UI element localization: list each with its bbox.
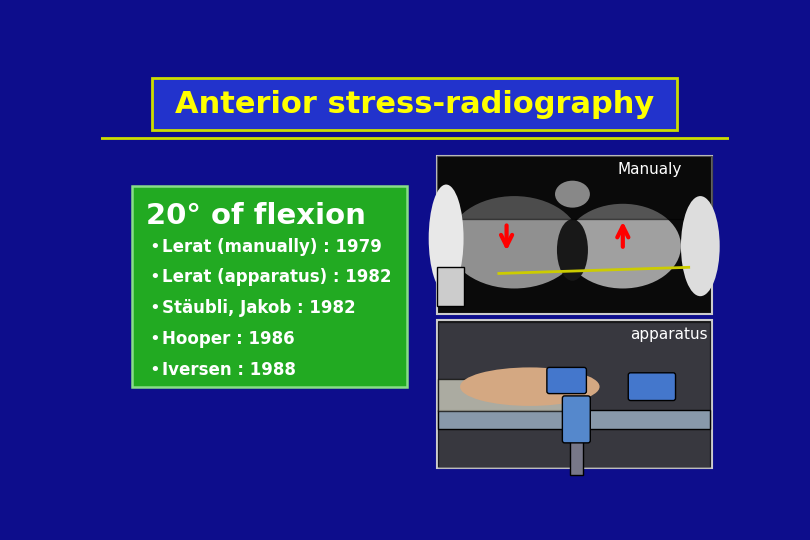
FancyBboxPatch shape (547, 367, 586, 394)
FancyBboxPatch shape (438, 322, 710, 467)
Ellipse shape (460, 367, 599, 406)
Text: •: • (149, 268, 160, 286)
FancyBboxPatch shape (437, 156, 712, 219)
FancyBboxPatch shape (562, 396, 590, 443)
Text: 20° of flexion: 20° of flexion (146, 202, 366, 230)
Text: Hooper : 1986: Hooper : 1986 (162, 330, 294, 348)
Ellipse shape (449, 196, 580, 288)
Text: Stäubli, Jakob : 1982: Stäubli, Jakob : 1982 (162, 299, 356, 317)
Text: •: • (149, 299, 160, 317)
Text: •: • (149, 361, 160, 379)
Ellipse shape (681, 196, 720, 296)
FancyBboxPatch shape (438, 410, 710, 429)
Text: Iversen : 1988: Iversen : 1988 (162, 361, 296, 379)
Text: apparatus: apparatus (630, 327, 708, 342)
Text: Lerat (apparatus) : 1982: Lerat (apparatus) : 1982 (162, 268, 391, 286)
Text: Anterior stress-radiography: Anterior stress-radiography (175, 90, 654, 119)
FancyBboxPatch shape (437, 156, 712, 314)
Ellipse shape (428, 185, 463, 292)
Text: •: • (149, 330, 160, 348)
Ellipse shape (557, 219, 588, 281)
FancyBboxPatch shape (629, 373, 676, 401)
Text: •: • (149, 238, 160, 255)
FancyBboxPatch shape (151, 78, 677, 130)
FancyBboxPatch shape (570, 437, 582, 475)
FancyBboxPatch shape (438, 379, 576, 411)
FancyBboxPatch shape (437, 267, 464, 306)
FancyBboxPatch shape (437, 320, 712, 468)
Text: Manualy: Manualy (618, 162, 682, 177)
Ellipse shape (565, 204, 681, 288)
Ellipse shape (555, 181, 590, 208)
Text: Lerat (manually) : 1979: Lerat (manually) : 1979 (162, 238, 382, 255)
FancyBboxPatch shape (132, 186, 407, 387)
